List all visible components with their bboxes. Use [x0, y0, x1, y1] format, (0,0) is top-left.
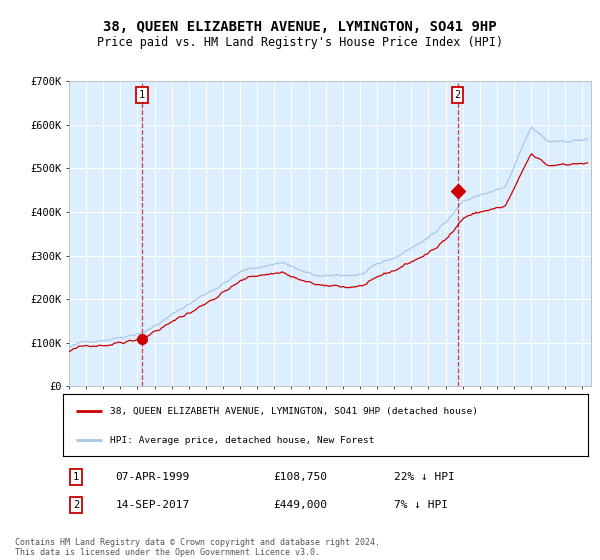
Text: HPI: Average price, detached house, New Forest: HPI: Average price, detached house, New …	[110, 436, 375, 445]
Text: 2: 2	[455, 90, 461, 100]
Text: 2: 2	[73, 500, 79, 510]
Text: 38, QUEEN ELIZABETH AVENUE, LYMINGTON, SO41 9HP: 38, QUEEN ELIZABETH AVENUE, LYMINGTON, S…	[103, 20, 497, 34]
Text: 07-APR-1999: 07-APR-1999	[115, 472, 190, 482]
Text: 1: 1	[139, 90, 145, 100]
Text: £108,750: £108,750	[273, 472, 327, 482]
Text: 22% ↓ HPI: 22% ↓ HPI	[394, 472, 455, 482]
Text: Price paid vs. HM Land Registry's House Price Index (HPI): Price paid vs. HM Land Registry's House …	[97, 36, 503, 49]
Text: 38, QUEEN ELIZABETH AVENUE, LYMINGTON, SO41 9HP (detached house): 38, QUEEN ELIZABETH AVENUE, LYMINGTON, S…	[110, 407, 478, 416]
Text: 7% ↓ HPI: 7% ↓ HPI	[394, 500, 448, 510]
Text: £449,000: £449,000	[273, 500, 327, 510]
Text: 1: 1	[73, 472, 79, 482]
Text: 14-SEP-2017: 14-SEP-2017	[115, 500, 190, 510]
Text: Contains HM Land Registry data © Crown copyright and database right 2024.
This d: Contains HM Land Registry data © Crown c…	[15, 538, 380, 557]
